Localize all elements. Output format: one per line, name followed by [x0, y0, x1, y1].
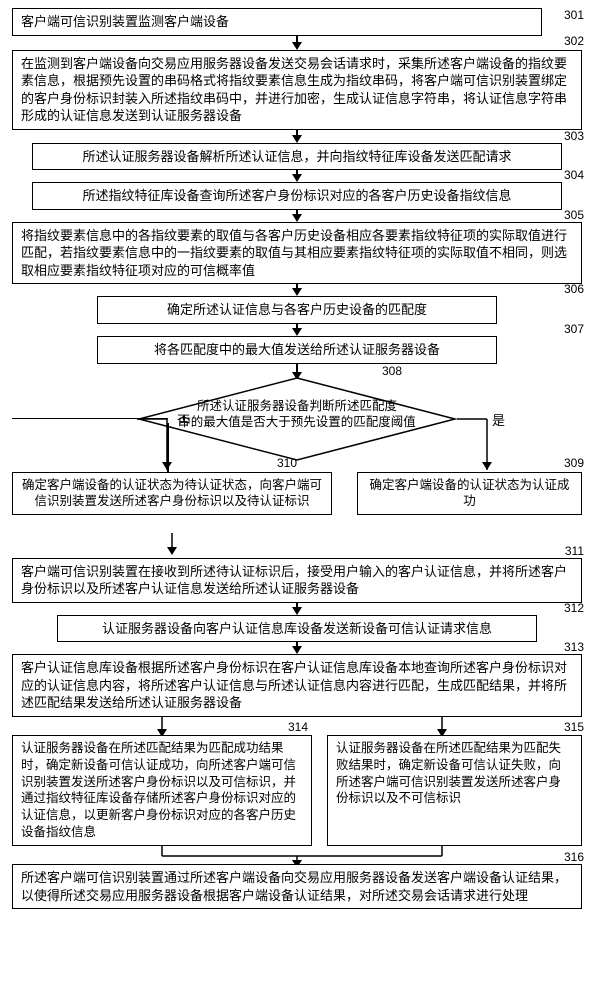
- step-301-text: 客户端可信识别装置监测客户端设备: [21, 13, 533, 31]
- step-304-text: 所述指纹特征库设备查询所述客户身份标识对应的各客户历史设备指纹信息: [41, 187, 553, 205]
- step-309-num: 309: [564, 456, 584, 470]
- step-310: 确定客户端设备的认证状态为待认证状态，向客户端可信识别装置发送所述客户身份标识以…: [12, 472, 332, 516]
- step-302-num: 302: [564, 34, 584, 48]
- step-309-text: 确定客户端设备的认证状态为认证成功: [366, 477, 573, 511]
- step-309: 确定客户端设备的认证状态为认证成功: [357, 472, 582, 516]
- step-306-num: 306: [564, 282, 584, 296]
- step-315: 认证服务器设备在所述匹配结果为匹配失败结果时，确定新设备可信认证失败，向所述客户…: [327, 735, 582, 846]
- step-314-text: 认证服务器设备在所述匹配结果为匹配成功结果时，确定新设备可信认证成功，向所述客户…: [21, 740, 303, 841]
- step-312-text: 认证服务器设备向客户认证信息库设备发送新设备可信认证请求信息: [66, 620, 528, 638]
- step-307-num: 307: [564, 322, 584, 336]
- step-302: 在监测到客户端设备向交易应用服务器设备发送交易会话请求时，采集所述客户端设备的指…: [12, 50, 582, 130]
- connector: [292, 603, 302, 615]
- connector: [292, 284, 302, 296]
- connector: [292, 170, 302, 182]
- step-311: 客户端可信识别装置在接收到所述待认证标识后，接受用户输入的客户认证信息，并将所述…: [12, 558, 582, 603]
- step-311-text: 客户端可信识别装置在接收到所述待认证标识后，接受用户输入的客户认证信息，并将所述…: [21, 563, 573, 598]
- step-316-text: 所述客户端可信识别装置通过所述客户端设备向交易应用服务器设备发送客户端设备认证结…: [21, 869, 573, 904]
- step-313-num: 313: [564, 640, 584, 654]
- step-310-num: 310: [277, 456, 297, 470]
- step-314: 认证服务器设备在所述匹配结果为匹配成功结果时，确定新设备可信认证成功，向所述客户…: [12, 735, 312, 846]
- step-313: 客户认证信息库设备根据所述客户身份标识在客户认证信息库设备本地查询所述客户身份标…: [12, 654, 582, 717]
- step-314-num: 314: [288, 720, 308, 734]
- step-304: 所述指纹特征库设备查询所述客户身份标识对应的各客户历史设备指纹信息: [32, 182, 562, 210]
- step-315-num: 315: [564, 720, 584, 734]
- step-315-text: 认证服务器设备在所述匹配结果为匹配失败结果时，确定新设备可信认证失败，向所述客户…: [336, 740, 573, 808]
- step-312-num: 312: [564, 601, 584, 615]
- connector: [292, 210, 302, 222]
- step-310-text: 确定客户端设备的认证状态为待认证状态，向客户端可信识别装置发送所述客户身份标识以…: [21, 477, 323, 511]
- step-306: 确定所述认证信息与各客户历史设备的匹配度: [97, 296, 497, 324]
- step-307-text: 将各匹配度中的最大值发送给所述认证服务器设备: [106, 341, 488, 359]
- connector: [292, 36, 302, 50]
- yes-label: 是: [492, 410, 505, 429]
- decision-num: 308: [382, 364, 402, 378]
- step-313-text: 客户认证信息库设备根据所述客户身份标识在客户认证信息库设备本地查询所述客户身份标…: [21, 659, 573, 712]
- step-305: 将指纹要素信息中的各指纹要素的取值与各客户历史设备相应各要素指纹特征项的实际取值…: [12, 222, 582, 285]
- step-312: 认证服务器设备向客户认证信息库设备发送新设备可信认证请求信息: [57, 615, 537, 643]
- step-307: 将各匹配度中的最大值发送给所述认证服务器设备: [97, 336, 497, 364]
- step-316: 所述客户端可信识别装置通过所述客户端设备向交易应用服务器设备发送客户端设备认证结…: [12, 864, 582, 909]
- step-302-text: 在监测到客户端设备向交易应用服务器设备发送交易会话请求时，采集所述客户端设备的指…: [21, 55, 573, 125]
- step-311-num: 311: [565, 544, 584, 558]
- step-316-num: 316: [564, 850, 584, 864]
- step-303-num: 303: [564, 129, 584, 143]
- connector: [292, 324, 302, 336]
- step-305-text: 将指纹要素信息中的各指纹要素的取值与各客户历史设备相应各要素指纹特征项的实际取值…: [21, 227, 573, 280]
- step-303-text: 所述认证服务器设备解析所述认证信息，并向指纹特征库设备发送匹配请求: [41, 148, 553, 166]
- step-301: 客户端可信识别装置监测客户端设备: [12, 8, 542, 36]
- pair-314-315: 认证服务器设备在所述匹配结果为匹配成功结果时，确定新设备可信认证成功，向所述客户…: [12, 735, 582, 846]
- flowchart-root: 客户端可信识别装置监测客户端设备 301 在监测到客户端设备向交易应用服务器设备…: [0, 0, 594, 917]
- connector: [292, 642, 302, 654]
- step-304-num: 304: [564, 168, 584, 182]
- step-301-num: 301: [564, 8, 584, 22]
- step-305-num: 305: [564, 208, 584, 222]
- step-303: 所述认证服务器设备解析所述认证信息，并向指纹特征库设备发送匹配请求: [32, 143, 562, 171]
- connector: [292, 130, 302, 143]
- step-306-text: 确定所述认证信息与各客户历史设备的匹配度: [106, 301, 488, 319]
